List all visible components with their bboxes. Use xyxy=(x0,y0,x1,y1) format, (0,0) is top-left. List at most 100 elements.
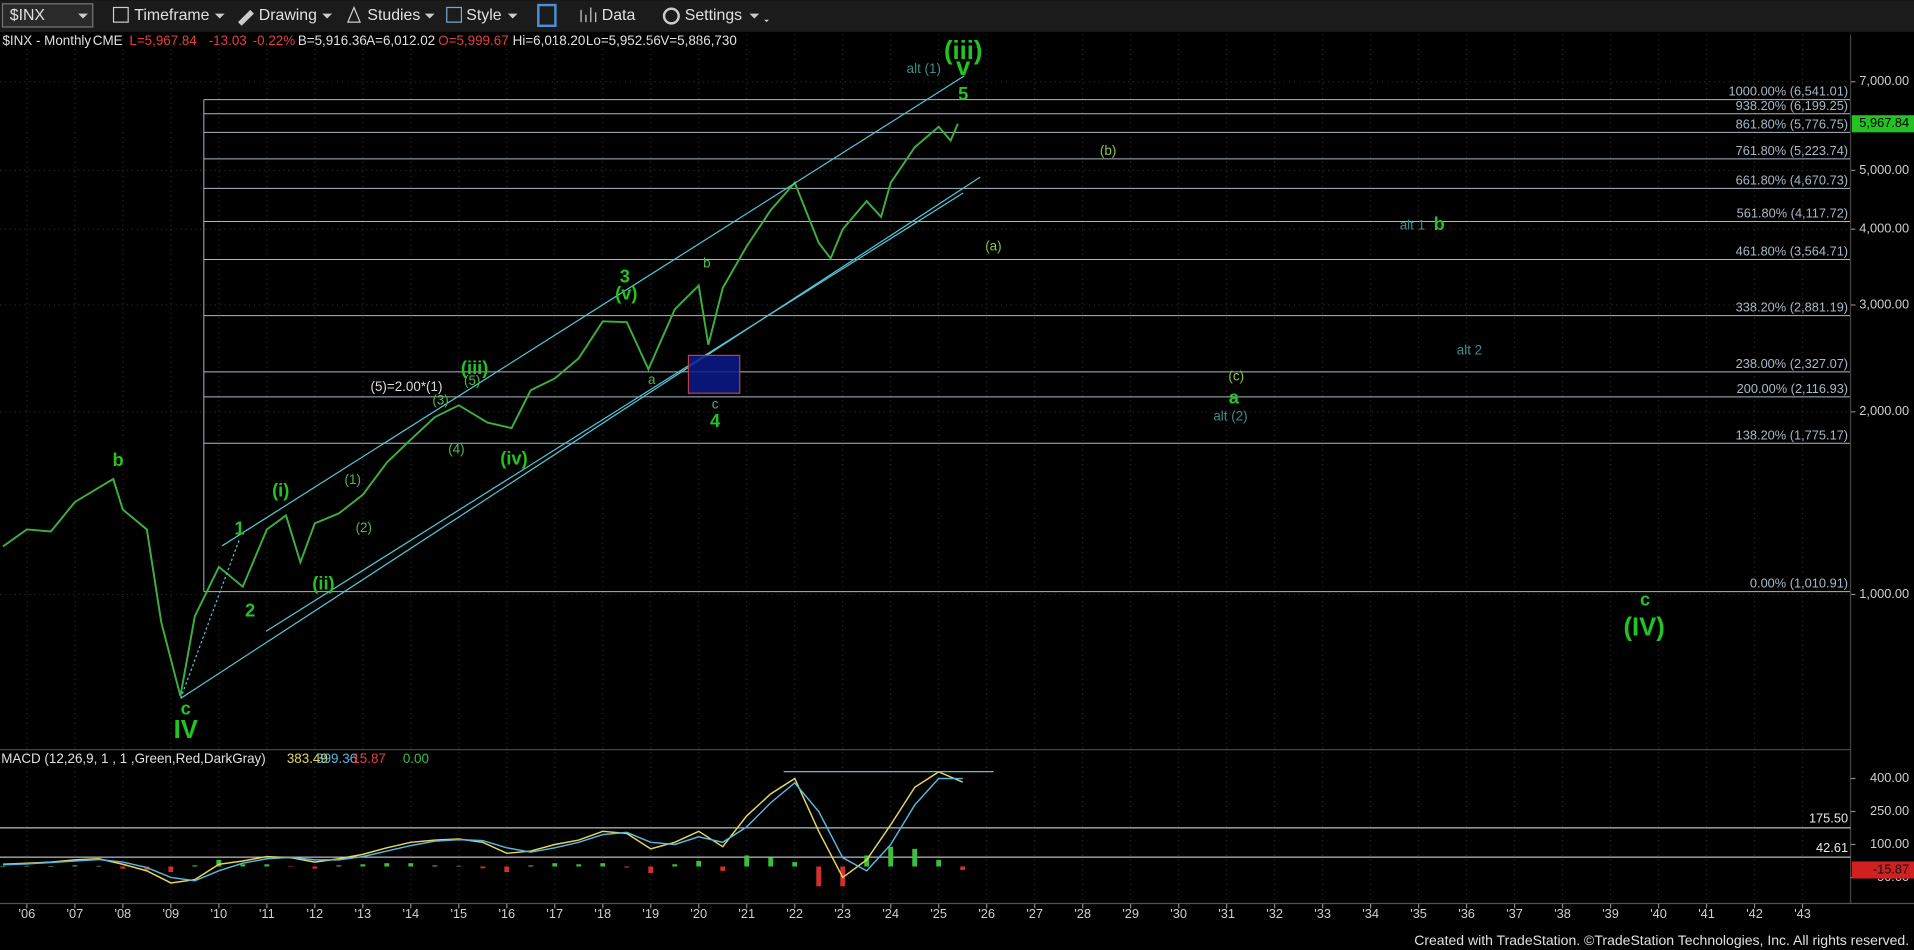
x-tick-label: '19 xyxy=(642,906,659,921)
fib-label: 461.80% (3,564.71) xyxy=(1736,244,1848,259)
fib-label: 661.80% (4,670.73) xyxy=(1736,172,1848,187)
fib-label: 861.80% (5,776.75) xyxy=(1736,116,1848,131)
wave-label: c xyxy=(181,697,191,718)
x-tick-label: '28 xyxy=(1074,906,1091,921)
header-exchange: CME xyxy=(93,33,123,48)
header-field: B=5,916.36 xyxy=(298,33,367,48)
x-tick-label: '42 xyxy=(1746,906,1763,921)
wave-label: (5)=2.00*(1) xyxy=(371,379,443,394)
channel-line xyxy=(265,192,964,632)
icon xyxy=(346,5,362,23)
indicator-readout: -15.87 xyxy=(348,751,386,766)
x-tick-label: '36 xyxy=(1458,906,1475,921)
y-tick-label: 2,000.00 xyxy=(1859,403,1909,418)
x-tick-label: '38 xyxy=(1554,906,1571,921)
price-line xyxy=(2,123,959,697)
wave-label: a xyxy=(648,372,656,387)
fib-label: 238.00% (2,327.07) xyxy=(1736,356,1848,371)
toolbar-button[interactable]: Studies xyxy=(367,7,420,24)
symbol-box[interactable] xyxy=(1,3,94,28)
indicator-line xyxy=(2,777,963,882)
histogram-bar xyxy=(672,864,678,867)
histogram-bar xyxy=(168,866,174,872)
wave-label: (iii) xyxy=(944,37,982,65)
histogram-bar xyxy=(864,855,870,867)
y-tick-label: 4,000.00 xyxy=(1859,221,1909,236)
toolbar-button[interactable]: Drawing xyxy=(259,7,317,24)
fib-label: 938.20% (6,199.25) xyxy=(1736,98,1848,113)
histogram-bar xyxy=(408,863,414,867)
x-tick-label: '22 xyxy=(786,906,803,921)
histogram-bar xyxy=(720,866,726,871)
toolbar-button[interactable]: Style xyxy=(466,7,501,24)
wave-label: (a) xyxy=(985,239,1001,254)
wave-label: (i) xyxy=(272,480,289,501)
x-tick-label: '08 xyxy=(115,906,132,921)
icon[interactable] xyxy=(537,3,557,28)
header-field: L=5,967.84 xyxy=(129,33,197,48)
symbol-input[interactable]: $INX xyxy=(10,7,46,24)
x-tick-label: '16 xyxy=(498,906,515,921)
toolbar-button[interactable]: Data xyxy=(602,7,636,24)
histogram-bar xyxy=(288,866,294,868)
y-tick-label: 7,000.00 xyxy=(1859,73,1909,88)
y-tick-label: 250.00 xyxy=(1870,803,1909,818)
wave-label: (v) xyxy=(615,282,637,303)
histogram-bar xyxy=(432,865,438,867)
x-tick-label: '23 xyxy=(834,906,851,921)
histogram-bar xyxy=(624,866,630,868)
wave-label: b xyxy=(1434,213,1445,234)
fib-label: 1000.00% (6,541.01) xyxy=(1729,84,1849,99)
x-tick-label: '41 xyxy=(1698,906,1715,921)
histogram-bar xyxy=(936,859,942,867)
indicator-line xyxy=(2,771,964,884)
histogram-bar xyxy=(600,863,606,867)
header-field: -0.22% xyxy=(253,33,296,48)
wave-label: alt (1) xyxy=(907,61,941,76)
x-tick-label: '39 xyxy=(1602,906,1619,921)
fib-label: 138.20% (1,775.17) xyxy=(1736,427,1848,442)
x-tick-label: '29 xyxy=(1122,906,1139,921)
histogram-bar xyxy=(528,865,534,867)
histogram-bar xyxy=(960,866,966,870)
macd-panel: MACD (12,26,9, 1 , 1 ,Green,Red,DarkGray… xyxy=(0,751,1914,921)
histogram-bar xyxy=(792,862,798,867)
wave-label: (1) xyxy=(345,472,361,487)
level-label: 42.61 xyxy=(1816,840,1848,855)
histogram-bar xyxy=(888,846,894,867)
indicator-title: MACD (12,26,9, 1 , 1 ,Green,Red,DarkGray… xyxy=(1,751,265,766)
indicator-readout: 0.00 xyxy=(403,751,429,766)
header-field: A=6,012.02 xyxy=(366,33,435,48)
trend-channel xyxy=(180,75,981,699)
wave-label: (5) xyxy=(464,373,480,388)
histogram-bar xyxy=(264,864,270,867)
histogram-bar xyxy=(240,864,246,867)
readout-box xyxy=(1851,861,1914,879)
channel-line xyxy=(180,539,240,699)
fib-label: 200.00% (2,116.93) xyxy=(1737,381,1848,396)
toolbar-button[interactable]: Timeframe xyxy=(134,7,209,24)
header-field: V=5,886,730 xyxy=(660,33,736,48)
histogram-bar xyxy=(576,864,582,867)
footer: Created with TradeStation. ©TradeStation… xyxy=(1414,932,1909,948)
price-panel: 1,000.00 2,000.00 3,000.00 4,000.00 5,000.00… xyxy=(2,73,1914,697)
wave-label: 5 xyxy=(958,83,968,104)
header-field: Lo=5,952.56 xyxy=(586,33,661,48)
wave-label: (ii) xyxy=(312,572,334,593)
level-label: 175.50 xyxy=(1809,811,1848,826)
x-tick-label: '11 xyxy=(259,906,275,921)
wave-label: (IV) xyxy=(1624,613,1665,641)
histogram-bar xyxy=(504,866,510,872)
toolbar-button[interactable]: Settings xyxy=(685,7,742,24)
histogram-bar xyxy=(72,865,78,867)
x-tick-label: '30 xyxy=(1170,906,1187,921)
x-tick-label: '21 xyxy=(738,906,755,921)
x-tick-label: '18 xyxy=(594,906,611,921)
histogram-bar xyxy=(48,866,54,867)
fib-label: 338.20% (2,881.19) xyxy=(1736,300,1848,315)
fib-label: 561.80% (4,117.72) xyxy=(1737,206,1848,221)
wave-label: (3) xyxy=(432,393,448,408)
fib-label: 761.80% (5,223.74) xyxy=(1736,143,1848,158)
y-tick-label: 5,000.00 xyxy=(1859,162,1909,177)
